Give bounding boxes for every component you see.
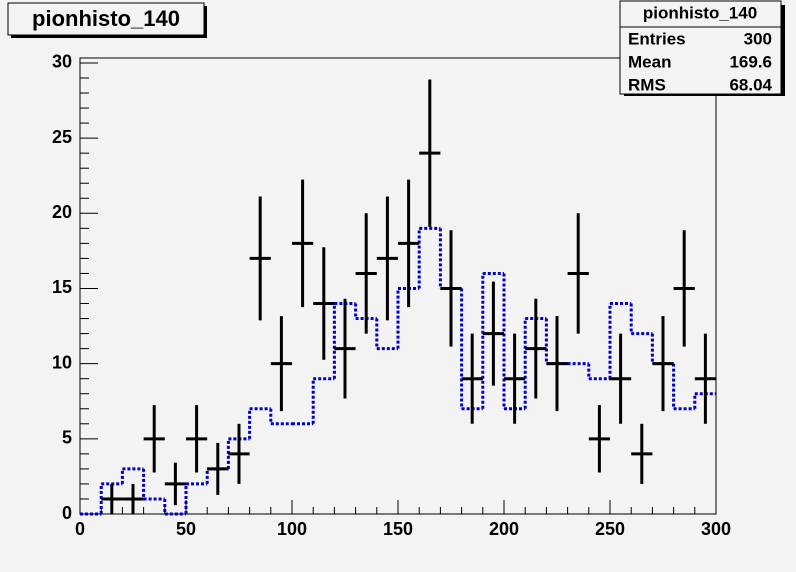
y-tick-label: 0 (62, 503, 72, 523)
x-tick-label: 150 (383, 519, 413, 539)
stats-title: pionhisto_140 (643, 3, 757, 22)
x-tick-label: 0 (75, 519, 85, 539)
stats-label: RMS (628, 75, 666, 94)
y-tick-label: 10 (52, 352, 72, 372)
y-tick-label: 15 (52, 277, 72, 297)
chart-title: pionhisto_140 (32, 6, 180, 31)
stats-box (619, 0, 782, 95)
stats-label: Entries (628, 29, 686, 48)
y-tick-label: 20 (52, 202, 72, 222)
stats-value: 169.6 (729, 52, 772, 71)
x-tick-label: 50 (176, 519, 196, 539)
stats-value: 68.04 (729, 75, 772, 94)
title-box (7, 2, 205, 36)
stats-label: Mean (628, 52, 671, 71)
x-tick-label: 100 (277, 519, 307, 539)
y-tick-label: 25 (52, 127, 72, 147)
y-tick-label: 30 (52, 52, 72, 72)
x-tick-label: 300 (701, 519, 731, 539)
plot-frame (79, 57, 717, 515)
x-tick-label: 250 (595, 519, 625, 539)
y-tick-label: 5 (62, 428, 72, 448)
stats-value: 300 (744, 29, 772, 48)
x-tick-label: 200 (489, 519, 519, 539)
